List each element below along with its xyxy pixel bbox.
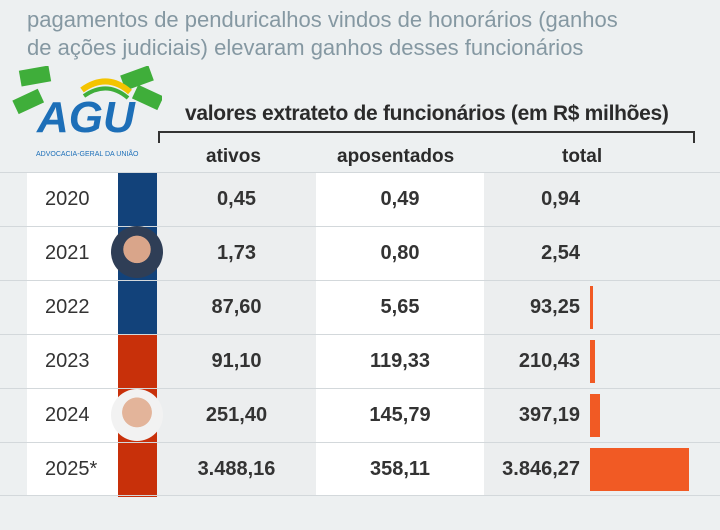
table-row: 2021 1,73 0,80 2,54 [0, 226, 720, 281]
table-row: 2025* 3.488,16 358,11 3.846,27 [0, 442, 720, 497]
total-cell: 0,94 [484, 173, 580, 226]
government-strip [118, 281, 157, 335]
agu-logo: AGU ADVOCACIA-GERAL DA UNIÃO [12, 65, 164, 162]
year-cell: 2025* [27, 443, 118, 496]
ativos-cell: 91,10 [157, 335, 316, 388]
total-cell: 2,54 [484, 227, 580, 280]
col-header-total: total [562, 146, 603, 167]
aposentados-cell: 0,80 [316, 227, 484, 280]
subtitle: pagamentos de penduricalhos vindos de ho… [27, 6, 618, 62]
year-cell: 2020 [27, 173, 118, 226]
ativos-cell: 87,60 [157, 281, 316, 334]
government-strip [118, 173, 157, 227]
year-cell: 2024 [27, 389, 118, 442]
aposentados-cell: 358,11 [316, 443, 484, 496]
year-cell: 2022 [27, 281, 118, 334]
year-cell: 2021 [27, 227, 118, 280]
ativos-cell: 1,73 [157, 227, 316, 280]
table-row: 2020 0,45 0,49 0,94 [0, 172, 720, 227]
table-row: 2023 91,10 119,33 210,43 [0, 334, 720, 389]
total-cell: 93,25 [484, 281, 580, 334]
header-bracket [158, 131, 695, 143]
total-bar [590, 394, 601, 437]
lula-photo [111, 389, 163, 441]
table-row: 2024 251,40 145,79 397,19 [0, 388, 720, 443]
table-row: 2022 87,60 5,65 93,25 [0, 280, 720, 335]
aposentados-cell: 145,79 [316, 389, 484, 442]
total-bar [590, 448, 689, 491]
table-bottom-line [0, 495, 720, 496]
year-cell: 2023 [27, 335, 118, 388]
subtitle-line: pagamentos de penduricalhos vindos de ho… [27, 7, 618, 32]
subtitle-line: de ações judiciais) elevaram ganhos dess… [27, 35, 584, 60]
bolsonaro-photo [111, 226, 163, 278]
table-title: valores extrateto de funcionários (em R$… [185, 102, 669, 125]
ativos-cell: 0,45 [157, 173, 316, 226]
col-header-aposentados: aposentados [337, 146, 455, 167]
aposentados-cell: 5,65 [316, 281, 484, 334]
col-header-ativos: ativos [206, 146, 261, 167]
logo-lettering: AGU [36, 93, 136, 142]
total-bar [590, 340, 596, 383]
aposentados-cell: 0,49 [316, 173, 484, 226]
government-strip [118, 443, 157, 497]
ativos-cell: 251,40 [157, 389, 316, 442]
total-bar [590, 286, 593, 329]
top-accent [0, 0, 605, 4]
ativos-cell: 3.488,16 [157, 443, 316, 496]
total-cell: 397,19 [484, 389, 580, 442]
government-strip [118, 335, 157, 389]
aposentados-cell: 119,33 [316, 335, 484, 388]
logo-caption: ADVOCACIA-GERAL DA UNIÃO [36, 149, 139, 158]
total-cell: 3.846,27 [484, 443, 580, 496]
total-cell: 210,43 [484, 335, 580, 388]
